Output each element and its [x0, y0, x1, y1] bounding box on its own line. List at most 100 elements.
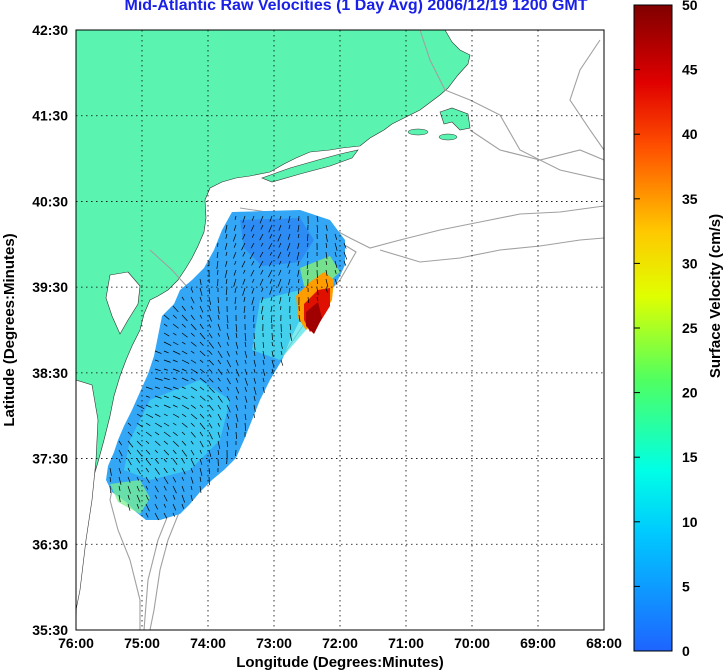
velocity-arrow	[154, 368, 161, 372]
velocity-arrow	[316, 287, 319, 295]
velocity-arrow	[262, 341, 265, 348]
velocity-arrow	[334, 269, 337, 274]
velocity-arrow	[199, 332, 206, 340]
colorbar-tick-label: 40	[682, 126, 698, 142]
velocity-arrow	[226, 422, 230, 430]
velocity-arrow	[334, 278, 338, 285]
velocity-arrow	[296, 251, 300, 260]
velocity-arrow	[258, 260, 264, 269]
velocity-arrow	[181, 503, 184, 509]
velocity-patch-green-2	[300, 256, 340, 290]
velocity-arrow	[163, 476, 169, 485]
velocity-arrow	[154, 422, 163, 428]
velocity-arrow	[260, 224, 264, 230]
colorbar-tick-label: 20	[682, 385, 698, 401]
velocity-arrow	[190, 431, 196, 438]
velocity-arrow	[252, 278, 255, 283]
velocity-hotspot-darkred	[306, 302, 322, 334]
velocity-arrow	[269, 251, 273, 256]
velocity-arrow	[208, 422, 213, 429]
velocity-arrow	[208, 404, 214, 411]
velocity-arrow	[172, 404, 178, 408]
velocity-arrow	[217, 269, 219, 276]
velocity-arrow	[226, 404, 231, 413]
velocity-arrow	[217, 386, 222, 393]
velocity-arrow	[163, 332, 170, 337]
velocity-patch-blue	[240, 218, 314, 266]
velocity-arrow	[307, 233, 309, 242]
velocity-arrow	[181, 476, 184, 481]
velocity-arrow	[217, 350, 223, 358]
colorbar-tick-label: 10	[682, 514, 698, 530]
velocity-arrow	[199, 413, 205, 419]
velocity-arrow	[241, 242, 246, 251]
velocity-arrow	[253, 395, 256, 401]
velocity-arrow	[262, 377, 265, 382]
velocity-arrow	[172, 377, 177, 380]
velocity-arrow	[181, 449, 188, 457]
velocity-arrow	[297, 260, 300, 266]
velocity-arrow	[145, 431, 152, 437]
velocity-arrow	[242, 233, 246, 240]
velocity-arrow	[154, 449, 159, 454]
velocity-arrow	[297, 224, 300, 232]
velocity-arrow	[270, 296, 273, 301]
velocity-arrow	[208, 431, 213, 440]
velocity-arrow	[226, 386, 230, 391]
velocity-arrow	[172, 413, 180, 418]
velocity-arrow	[127, 503, 131, 511]
velocity-arrow	[260, 305, 264, 314]
velocity-arrow	[154, 503, 159, 510]
velocity-arrow	[118, 458, 121, 463]
velocity-arrow	[172, 314, 177, 319]
velocity-arrow	[145, 494, 149, 501]
velocity-arrow	[127, 494, 130, 500]
velocity-arrow	[262, 386, 265, 393]
colorbar-ticks: 0 5 10 15 20 25 30 35 40 45 50	[634, 0, 698, 659]
velocity-arrow	[271, 332, 273, 341]
velocity-arrow	[199, 485, 202, 493]
velocity-arrow	[172, 395, 181, 400]
velocity-arrow	[226, 413, 230, 419]
velocity-arrow	[251, 296, 255, 305]
velocity-arrow	[307, 296, 310, 304]
velocity-arrow	[277, 278, 282, 287]
velocity-arrow	[217, 323, 221, 331]
velocity-arrow	[343, 251, 348, 260]
velocity-arrow	[190, 359, 197, 364]
velocity-arrow	[190, 341, 197, 347]
velocity-arrow	[181, 296, 185, 301]
velocity-arrow	[181, 314, 188, 322]
velocity-arrow	[181, 422, 188, 428]
velocity-arrow	[163, 494, 168, 502]
velocity-arrow	[244, 395, 248, 403]
velocity-arrow	[154, 467, 160, 475]
velocity-arrow	[270, 305, 273, 312]
velocity-arrow	[217, 440, 221, 449]
velocity-arrow	[343, 242, 347, 249]
x-tick-label: 69:00	[520, 635, 556, 651]
velocity-arrow	[199, 422, 206, 430]
velocity-arrow	[172, 422, 177, 426]
velocity-arrow	[234, 296, 237, 304]
velocity-arrow	[181, 413, 187, 418]
velocity-arrow	[226, 395, 231, 402]
velocity-arrow	[172, 494, 176, 500]
velocity-arrow	[136, 476, 140, 481]
y-tick-labels: 42:30 41:30 40:30 39:30 38:30 37:30 36:30 35:30	[32, 22, 68, 638]
velocity-arrow	[260, 242, 264, 247]
velocity-arrow	[262, 350, 265, 359]
velocity-arrow	[199, 368, 205, 373]
velocity-arrow	[127, 476, 131, 483]
velocity-arrow	[259, 251, 264, 258]
y-tick-label: 39:30	[32, 279, 68, 295]
velocity-arrow	[163, 503, 167, 508]
velocity-arrow	[235, 386, 240, 394]
velocity-arrow	[163, 467, 168, 474]
velocity-arrow	[316, 215, 319, 222]
velocity-arrow	[163, 359, 171, 363]
velocity-arrow	[208, 368, 213, 373]
velocity-arrow	[244, 368, 248, 375]
velocity-arrow	[199, 386, 205, 391]
velocity-arrow	[262, 314, 264, 321]
